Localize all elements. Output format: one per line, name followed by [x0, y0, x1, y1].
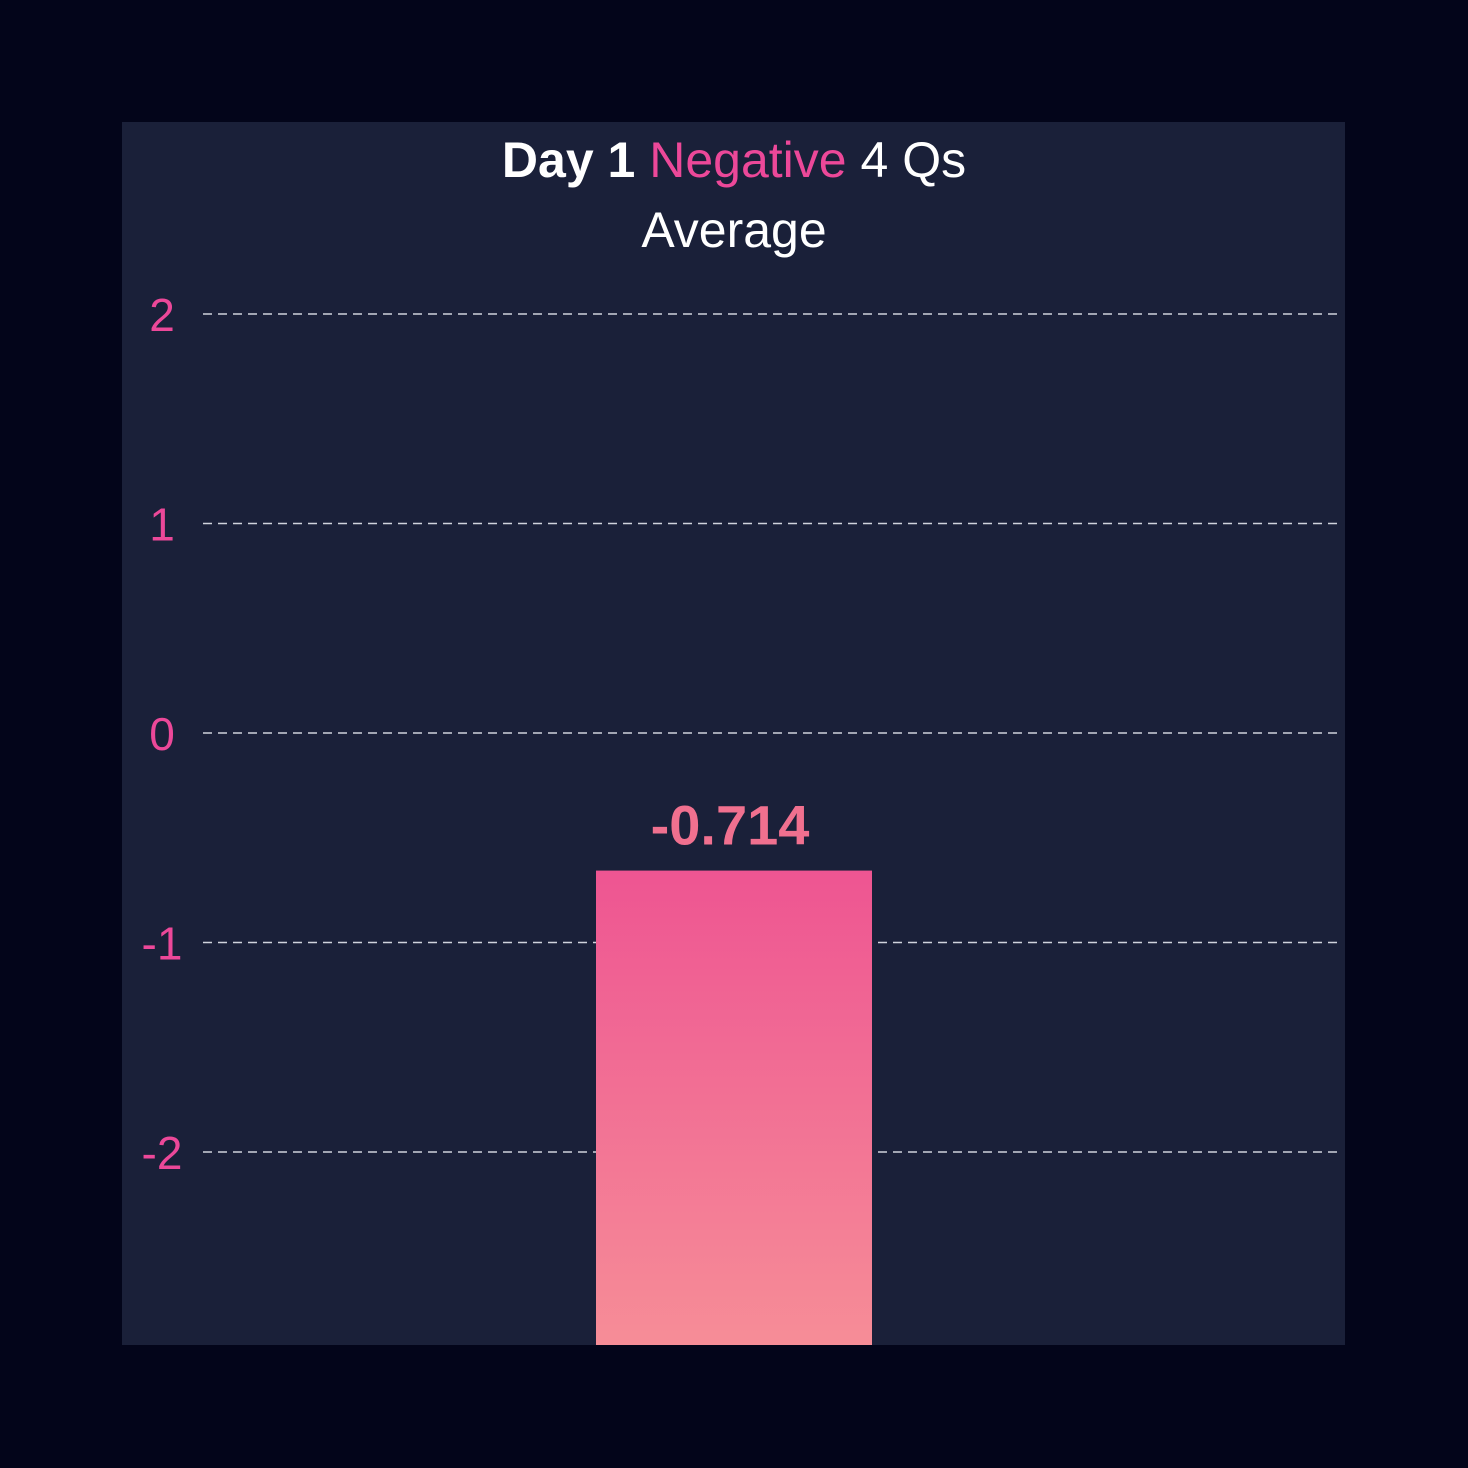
- y-tick-label: 2: [149, 289, 175, 341]
- y-tick-label: 1: [149, 499, 175, 551]
- title-day: Day 1: [501, 132, 636, 188]
- chart-title: Day 1 Negative 4 Qs: [0, 128, 1468, 192]
- y-tick-label: 0: [149, 708, 175, 760]
- title-suffix: 4 Qs: [860, 132, 967, 188]
- y-tick-label: -2: [142, 1127, 183, 1179]
- chart-subtitle: Average: [641, 202, 827, 258]
- bar-value-label: -0.714: [651, 794, 810, 857]
- y-tick-label: -1: [142, 918, 183, 970]
- title-highlight: Negative: [649, 132, 847, 188]
- bar: [596, 870, 872, 1345]
